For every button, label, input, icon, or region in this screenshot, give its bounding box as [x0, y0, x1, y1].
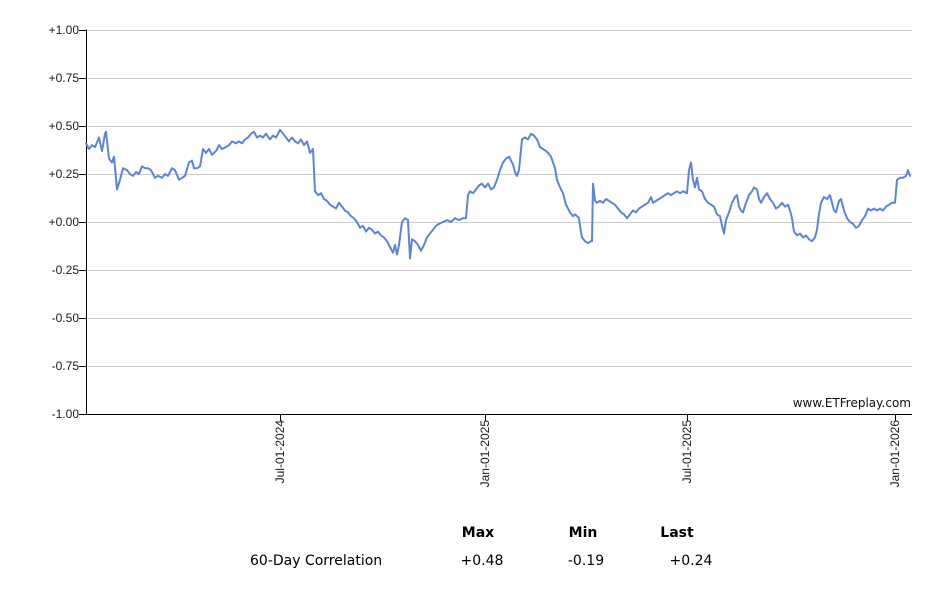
summary-header-min: Min: [568, 525, 598, 541]
summary-header-max: Max: [461, 525, 495, 541]
y-tick-label: -0.75: [51, 359, 79, 373]
summary-header-last: Last: [660, 525, 694, 541]
y-tick-label: +1.00: [48, 23, 79, 37]
watermark-text: www.ETFreplay.com: [792, 396, 911, 410]
summary-value-max: +0.48: [460, 553, 504, 569]
y-tick-label: +0.00: [48, 215, 79, 229]
correlation-series-line: [85, 128, 911, 260]
x-tick-label: Jan-01-2026: [888, 420, 902, 488]
y-tick-label: -1.00: [51, 407, 79, 421]
summary-value-last: +0.24: [669, 553, 713, 569]
y-tick-label: +0.50: [48, 119, 79, 133]
y-tick-label: -0.25: [51, 263, 79, 277]
summary-row-label: 60-Day Correlation: [250, 553, 383, 569]
x-tick-label: Jul-01-2025: [680, 420, 694, 484]
x-tick-label: Jul-01-2024: [273, 420, 287, 484]
chart-plot-area: [79, 29, 912, 421]
x-tick-label: Jan-01-2025: [478, 420, 492, 488]
y-tick-label: +0.75: [48, 71, 79, 85]
y-tick-label: -0.50: [51, 311, 79, 325]
y-tick-label: +0.25: [48, 167, 79, 181]
summary-value-min: -0.19: [567, 553, 605, 569]
